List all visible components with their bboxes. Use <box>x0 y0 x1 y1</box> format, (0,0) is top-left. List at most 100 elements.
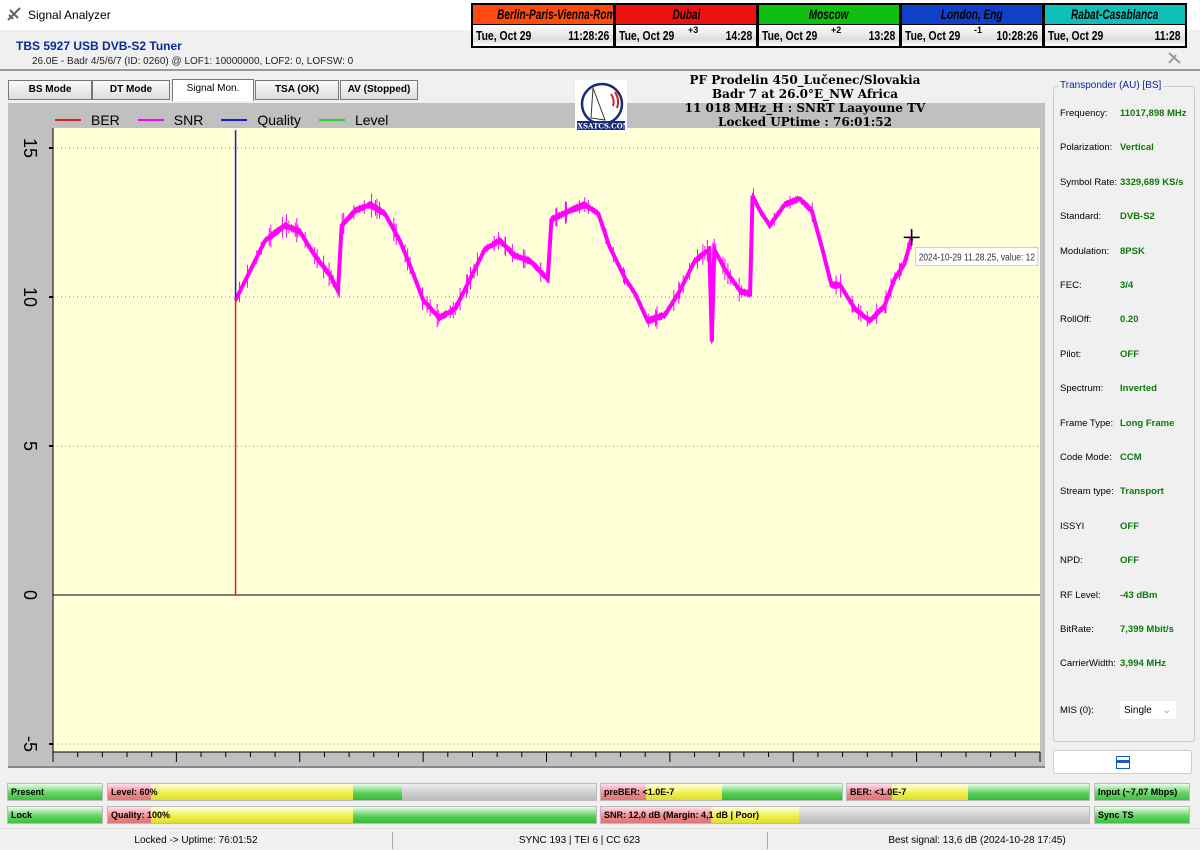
level-label: Level: 60% <box>111 787 158 797</box>
legend-label: Quality <box>257 112 301 128</box>
row-value: OFF <box>1120 555 1139 567</box>
row-label: Frame Type: <box>1060 417 1114 429</box>
row-value: Transport <box>1120 486 1164 498</box>
input-label: Input (~7,07 Mbps) <box>1098 787 1178 797</box>
sync-ts-label: Sync TS <box>1098 810 1134 820</box>
clock-offset: +2 <box>831 25 842 35</box>
row-value: 3,994 MHz <box>1120 658 1166 670</box>
row-value: Long Frame <box>1120 417 1175 429</box>
tooltip-box <box>915 246 1039 266</box>
row-label: Polarization: <box>1060 142 1113 154</box>
level-bar: Level: 60% <box>107 783 597 801</box>
row-label: RF Level: <box>1060 589 1101 601</box>
row-value: CCM <box>1120 452 1142 463</box>
row-label: Stream type: <box>1060 486 1114 498</box>
dxsatcs-logo: DXSATCS.COM <box>571 80 631 132</box>
tab-signal-mon[interactable]: Signal Mon. <box>172 79 254 101</box>
transponder-row: BitRate: 7,399 Mbit/s <box>1060 624 1195 635</box>
mis-select[interactable]: Single ⌄ <box>1119 700 1177 720</box>
row-label: Symbol Rate: <box>1060 176 1118 188</box>
y-tick-label: 15 <box>20 138 40 158</box>
clock-city-cell: London, Eng <box>902 5 1042 25</box>
clock-city-cell: Dubai <box>616 5 756 25</box>
overlay-line: Badr 7 at 26.0°E_NW Africa <box>711 87 899 101</box>
overlay-line: 11 018 MHz_H : SNRT Laayoune TV <box>684 101 926 115</box>
panel-toggle-button[interactable] <box>1053 750 1192 774</box>
clock-time: 11:28 <box>1154 28 1181 43</box>
row-value: 3/4 <box>1120 280 1134 291</box>
tuner-details: 26.0E - Badr 4/5/6/7 (ID: 0260) @ LOF1: … <box>32 56 354 67</box>
clock-city-cell: Rabat-Casablanca <box>1045 5 1185 25</box>
svg-text:DXSATCS.COM: DXSATCS.COM <box>575 122 627 131</box>
window-title: Signal Analyzer <box>28 8 111 22</box>
overlay-line: Locked UPtime : 76:01:52 <box>718 115 892 129</box>
row-label: Code Mode: <box>1060 452 1112 463</box>
transponder-row: Modulation: 8PSK <box>1060 246 1195 257</box>
overlay-info: PF Prodelin 450_Lučenec/Slovakia Badr 7 … <box>640 73 970 129</box>
transponder-row: Stream type: Transport <box>1060 486 1195 497</box>
row-label: Modulation: <box>1060 245 1110 257</box>
snr-bar: SNR: 12,0 dB (Margin: 4,1 dB | Poor) <box>600 806 1090 824</box>
tab-dt-mode[interactable]: DT Mode <box>92 80 170 100</box>
legend-label: SNR <box>173 112 204 128</box>
row-label: CarrierWidth: <box>1060 658 1116 670</box>
row-value: Vertical <box>1120 142 1154 154</box>
world-clock: Dubai Tue, Oct 29 +3 14:28 <box>614 3 758 48</box>
clock-city: Dubai <box>671 6 700 22</box>
satellite-small-icon <box>1168 52 1181 64</box>
ber-bar: BER: <1.0E-7 <box>846 783 1090 801</box>
input-indicator: Input (~7,07 Mbps) <box>1094 783 1190 801</box>
clock-city: London, Eng <box>941 6 1003 22</box>
row-value: 7,399 Mbit/s <box>1120 624 1174 635</box>
legend-item: BER <box>55 112 120 128</box>
clock-city: Moscow <box>809 6 849 22</box>
transponder-row: CarrierWidth: 3,994 MHz <box>1060 658 1195 669</box>
clock-date: Tue, Oct 29 <box>619 28 675 43</box>
transponder-row: Code Mode: CCM <box>1060 452 1195 463</box>
clock-city: Rabat-Casablanca <box>1071 6 1159 22</box>
transponder-row: FEC: 3/4 <box>1060 280 1195 291</box>
clock-date: Tue, Oct 29 <box>476 28 532 43</box>
row-label: Frequency: <box>1060 108 1108 119</box>
present-label: Present <box>11 787 45 797</box>
row-value: OFF <box>1120 348 1139 360</box>
clock-time: 10:28:26 <box>996 28 1038 43</box>
row-value: 8PSK <box>1120 245 1145 257</box>
row-label: Pilot: <box>1060 348 1082 360</box>
row-label: Spectrum: <box>1060 383 1104 395</box>
transponder-row: Spectrum: Inverted <box>1060 383 1195 394</box>
clock-time: 13:28 <box>868 28 895 43</box>
tab-bs-mode[interactable]: BS Mode <box>8 80 92 100</box>
mis-label: MIS (0): <box>1060 705 1094 716</box>
preber-bar: preBER: <1.0E-7 <box>600 783 843 801</box>
y-tick-label: 5 <box>20 441 40 451</box>
transponder-row: RF Level: -43 dBm <box>1060 590 1195 601</box>
footer-sync: SYNC 193 | TEI 6 | CC 623 <box>518 835 641 846</box>
clock-offset: +3 <box>688 25 699 35</box>
tab-av-stopped[interactable]: AV (Stopped) <box>340 80 418 100</box>
row-label: BitRate: <box>1060 624 1094 635</box>
row-label: FEC: <box>1060 280 1082 291</box>
legend-item: SNR <box>137 112 204 128</box>
row-value: 11017,898 MHz <box>1120 108 1187 119</box>
row-label: RollOff: <box>1060 314 1092 326</box>
row-label: Standard: <box>1060 211 1102 223</box>
transponder-title: Transponder (AU) [BS] <box>1058 80 1164 91</box>
legend-label: Level <box>354 112 389 128</box>
transponder-row: Pilot: OFF <box>1060 349 1195 360</box>
row-label: ISSYI <box>1060 520 1085 532</box>
tab-tsa-ok[interactable]: TSA (OK) <box>255 80 339 100</box>
window-icon <box>1116 756 1130 769</box>
mis-row: MIS (0): <box>1060 705 1195 716</box>
row-label: NPD: <box>1060 555 1083 567</box>
lock-indicator: Lock <box>7 806 103 824</box>
clock-city-cell: Berlin-Paris-Vienna-Roma <box>473 5 621 25</box>
legend-swatch <box>318 119 345 121</box>
clock-date: Tue, Oct 29 <box>1048 28 1104 43</box>
clock-time: 11:28:26 <box>567 28 609 43</box>
row-value: 3329,689 KS/s <box>1120 176 1184 188</box>
legend-label: BER <box>91 112 120 128</box>
sync-ts-indicator: Sync TS <box>1094 806 1190 824</box>
y-tick-label: -5 <box>20 736 40 752</box>
